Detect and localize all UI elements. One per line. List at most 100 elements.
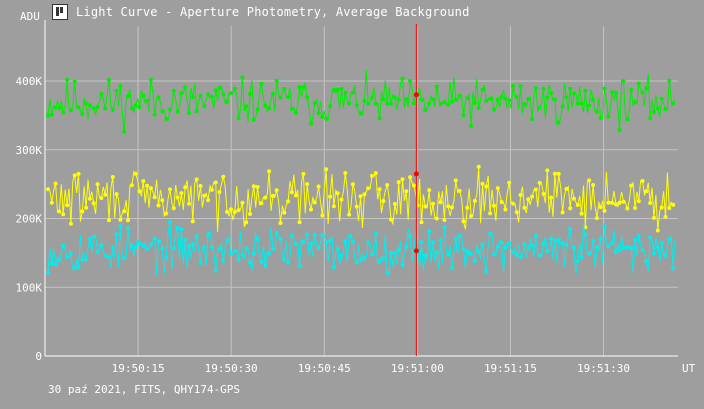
data-point <box>347 234 352 239</box>
data-point <box>648 201 653 205</box>
data-point <box>164 116 169 121</box>
data-point <box>91 106 96 111</box>
data-point <box>472 198 477 203</box>
data-point <box>309 121 313 126</box>
data-point <box>446 102 451 107</box>
data-point <box>187 243 191 248</box>
data-point <box>175 109 180 114</box>
data-point <box>114 192 119 197</box>
data-point <box>488 211 493 216</box>
data-point <box>95 104 100 109</box>
data-point <box>347 212 352 217</box>
data-point <box>480 181 485 186</box>
data-point <box>309 241 313 246</box>
data-point <box>156 95 161 100</box>
data-point <box>621 199 626 204</box>
data-point <box>537 180 542 185</box>
data-point <box>655 245 660 250</box>
data-point <box>358 258 363 263</box>
data-point <box>270 91 275 96</box>
data-point <box>267 106 272 111</box>
data-point <box>331 87 336 92</box>
data-point <box>244 246 249 251</box>
data-point <box>503 207 508 212</box>
data-point <box>373 171 378 176</box>
data-point <box>248 260 252 265</box>
data-point <box>270 193 275 198</box>
data-point <box>251 117 256 122</box>
data-point <box>84 101 89 106</box>
data-point <box>202 104 207 109</box>
data-point <box>274 230 279 235</box>
data-point <box>427 101 432 106</box>
data-point <box>419 97 424 102</box>
data-point <box>217 246 222 251</box>
data-point <box>659 205 664 210</box>
data-point <box>95 250 100 254</box>
data-point <box>579 211 584 216</box>
data-point <box>194 234 199 239</box>
data-point <box>87 103 92 108</box>
y-tick-label: 100K <box>16 281 43 294</box>
series-line-0 <box>47 70 676 132</box>
data-point <box>408 175 413 180</box>
data-point <box>331 265 336 270</box>
data-point <box>373 101 378 106</box>
data-point <box>465 205 470 210</box>
data-point <box>423 253 428 258</box>
window-title: Light Curve - Aperture Photometry, Avera… <box>76 5 470 19</box>
data-point <box>76 171 81 176</box>
data-point <box>625 245 630 250</box>
data-point <box>217 86 222 90</box>
data-point <box>587 178 592 183</box>
y-tick-label: 300K <box>16 144 43 157</box>
data-point <box>370 252 374 257</box>
data-point <box>282 87 287 91</box>
data-point <box>61 212 66 217</box>
data-point <box>152 236 157 241</box>
data-point <box>293 110 298 115</box>
data-point <box>133 245 138 250</box>
data-point <box>171 246 176 251</box>
data-point <box>572 91 576 96</box>
data-point <box>156 239 161 244</box>
data-point <box>312 200 317 205</box>
data-point <box>68 108 73 113</box>
data-point <box>179 91 184 96</box>
data-point <box>587 103 592 108</box>
data-point <box>305 182 310 186</box>
data-point <box>209 187 214 192</box>
data-point <box>107 255 111 260</box>
data-point <box>434 250 439 255</box>
data-point <box>484 184 489 189</box>
data-point <box>87 237 92 241</box>
data-point <box>648 116 653 121</box>
data-point <box>511 201 515 206</box>
data-point <box>465 249 470 254</box>
data-point <box>190 219 195 224</box>
data-point <box>255 237 260 242</box>
y-tick-label: 0 <box>35 350 42 363</box>
data-point <box>129 242 134 247</box>
data-point <box>667 206 672 210</box>
data-point <box>465 96 470 101</box>
data-point <box>209 245 214 250</box>
data-point <box>610 90 615 95</box>
data-point <box>606 114 611 119</box>
data-point <box>168 220 172 224</box>
data-point <box>221 174 226 179</box>
data-point <box>206 198 211 203</box>
data-point <box>76 265 81 270</box>
data-point <box>640 90 645 95</box>
data-point <box>187 111 191 115</box>
data-point <box>419 220 424 225</box>
data-point <box>591 183 596 187</box>
data-point <box>373 231 378 236</box>
data-point <box>198 93 203 98</box>
data-point <box>335 87 340 92</box>
x-tick-label: 19:51:30 <box>577 362 630 375</box>
data-point <box>107 218 111 223</box>
data-point <box>194 109 199 114</box>
data-point <box>522 242 527 247</box>
